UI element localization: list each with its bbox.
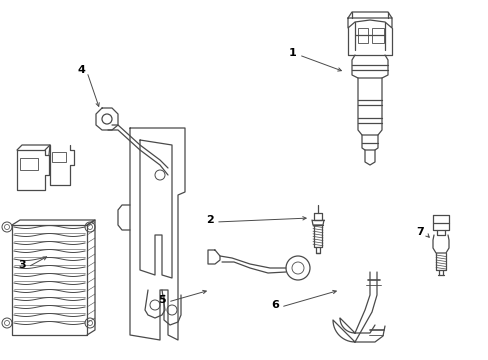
Bar xyxy=(20,158,38,170)
Bar xyxy=(52,152,66,162)
Text: 7: 7 xyxy=(415,227,423,237)
Text: 3: 3 xyxy=(18,260,26,270)
Text: 2: 2 xyxy=(206,215,213,225)
Bar xyxy=(371,28,383,43)
Bar xyxy=(357,28,367,43)
Text: 1: 1 xyxy=(288,48,296,58)
Text: 6: 6 xyxy=(270,300,278,310)
Text: 5: 5 xyxy=(158,295,165,305)
Text: 4: 4 xyxy=(77,65,85,75)
